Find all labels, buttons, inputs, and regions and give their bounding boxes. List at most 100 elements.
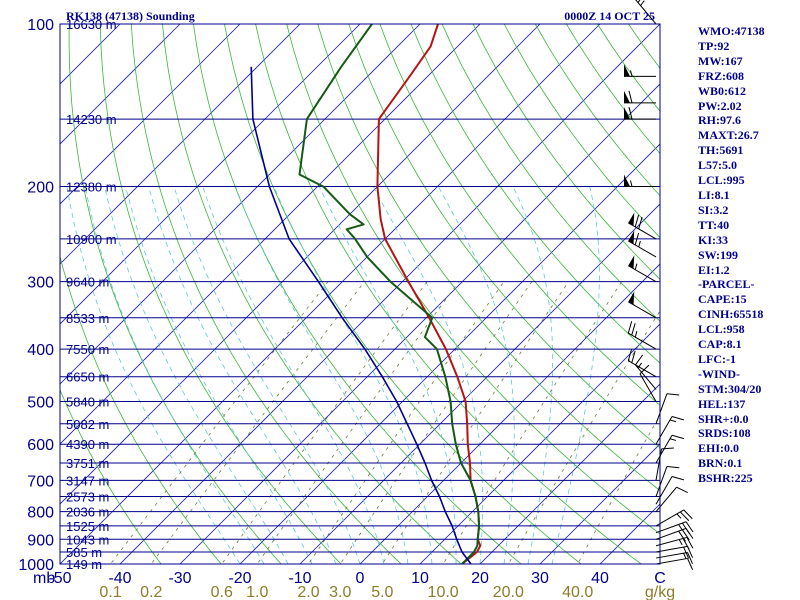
barb-staff bbox=[655, 466, 668, 497]
isotherm-line bbox=[60, 24, 361, 325]
barb-staff bbox=[655, 476, 673, 505]
wind-barb bbox=[628, 255, 657, 283]
sounding-time: 0000Z 14 OCT 25 bbox=[564, 9, 655, 23]
barb-full-flag bbox=[679, 511, 690, 522]
barb-full-flag bbox=[685, 521, 694, 533]
index-item: SHR+:0.0 bbox=[698, 411, 749, 426]
index-item: STM:304/20 bbox=[698, 381, 762, 396]
mixing-ratio-tick-label: 5.0 bbox=[371, 584, 393, 600]
mixing-ratio-line bbox=[577, 414, 660, 564]
temperature-tick-label: 20 bbox=[471, 570, 489, 587]
barb-staff bbox=[655, 557, 688, 565]
wind-barb bbox=[655, 521, 694, 534]
dewpoint-profile-line bbox=[298, 24, 481, 564]
wind-barb bbox=[627, 348, 657, 378]
barb-pennant bbox=[628, 230, 635, 244]
isotherm-line bbox=[359, 263, 660, 564]
pressure-unit-label: mb bbox=[33, 570, 55, 587]
index-item: LFC:-1 bbox=[698, 351, 736, 366]
index-item: TT:40 bbox=[698, 217, 730, 232]
mixing-ratio-tick-label: 0.6 bbox=[211, 584, 233, 600]
barb-full-flag bbox=[634, 214, 640, 228]
height-label: 2573 m bbox=[66, 490, 109, 505]
barb-full-flag bbox=[671, 416, 685, 421]
height-label: 5840 m bbox=[66, 394, 109, 409]
isotherm-line bbox=[60, 24, 301, 265]
barb-full-flag bbox=[687, 552, 694, 565]
index-item: CAP:8.1 bbox=[698, 337, 742, 352]
barb-full-flag bbox=[666, 465, 680, 469]
index-item: SW:199 bbox=[698, 247, 739, 262]
barb-full-flag bbox=[671, 476, 685, 481]
mixing-ratio-tick-label: 3.0 bbox=[329, 584, 351, 600]
pressure-tick-label: 700 bbox=[27, 473, 54, 490]
barb-full-flag bbox=[631, 323, 636, 336]
mixing-ratio-tick-label: 0.2 bbox=[140, 584, 162, 600]
wind-barb bbox=[655, 434, 685, 464]
barb-half-flag bbox=[630, 70, 633, 77]
mixing-ratio-tick-label: 40.0 bbox=[562, 584, 593, 600]
barb-pennant bbox=[628, 255, 635, 269]
mixing-ratio-tick-label: 2.0 bbox=[297, 584, 319, 600]
isotherm-line bbox=[60, 24, 241, 205]
pressure-tick-label: 600 bbox=[27, 437, 54, 454]
barb-staff bbox=[628, 332, 657, 350]
mixing-ratio-line bbox=[507, 310, 660, 564]
wind-barb bbox=[655, 509, 693, 527]
isotherm-line bbox=[479, 383, 660, 564]
index-item: FRZ:608 bbox=[698, 68, 744, 83]
barb-staff bbox=[655, 393, 668, 424]
barb-full-flag bbox=[678, 530, 686, 542]
index-item: SI:3.2 bbox=[698, 202, 729, 217]
height-label: 5082 m bbox=[66, 417, 109, 432]
pressure-tick-label: 200 bbox=[27, 180, 54, 197]
barb-full-flag bbox=[627, 348, 633, 361]
index-item: -WIND- bbox=[698, 366, 740, 381]
index-item: BSHR:225 bbox=[698, 471, 753, 486]
index-item: CAPE:15 bbox=[698, 292, 747, 307]
index-item: WMO:47138 bbox=[698, 24, 765, 38]
mixing-ratio-tick-label: 20.0 bbox=[493, 584, 524, 600]
barb-half-flag bbox=[669, 438, 677, 441]
height-label: 1525 m bbox=[66, 519, 109, 534]
barb-half-flag bbox=[638, 240, 641, 248]
index-item: EI:1.2 bbox=[698, 262, 730, 277]
isotherm-line bbox=[60, 24, 601, 564]
barb-pennant bbox=[628, 291, 635, 305]
barb-staff bbox=[639, 373, 657, 402]
station-title: RK138 (47138) Sounding bbox=[66, 9, 195, 23]
index-item: RH:97.6 bbox=[698, 113, 741, 128]
isotherm-line bbox=[60, 24, 421, 385]
index-item: MAXT:26.7 bbox=[698, 128, 759, 143]
barb-full-flag bbox=[631, 350, 636, 363]
pressure-tick-label: 500 bbox=[27, 394, 54, 411]
barb-full-flag bbox=[676, 486, 688, 494]
wind-barbs bbox=[624, 0, 694, 570]
barb-full-flag bbox=[686, 537, 694, 549]
barb-staff bbox=[635, 0, 657, 25]
mixing-ratio-line bbox=[442, 281, 623, 564]
barb-full-flag bbox=[681, 522, 690, 534]
isotherm-line bbox=[299, 203, 660, 564]
barb-full-flag bbox=[682, 538, 690, 550]
barb-pennant bbox=[624, 64, 630, 77]
index-item: HEL:137 bbox=[698, 396, 746, 411]
pressure-tick-label: 300 bbox=[27, 275, 54, 292]
barb-full-flag bbox=[687, 558, 694, 570]
mixing-ratio-line bbox=[308, 281, 505, 564]
height-label: 9640 m bbox=[66, 275, 109, 290]
index-item: -PARCEL- bbox=[698, 277, 755, 292]
barb-half-flag bbox=[630, 180, 633, 187]
wind-barb bbox=[624, 174, 656, 188]
wind-barb bbox=[627, 321, 657, 350]
index-item: SRDS:108 bbox=[698, 426, 751, 441]
barb-full-flag bbox=[666, 393, 680, 396]
wind-barb bbox=[624, 106, 656, 120]
height-label: 1043 m bbox=[66, 532, 109, 547]
height-label: 12380 m bbox=[66, 180, 117, 195]
barb-full-flag bbox=[627, 321, 633, 334]
index-item: LCL:995 bbox=[698, 173, 745, 188]
wind-barb bbox=[655, 416, 685, 445]
